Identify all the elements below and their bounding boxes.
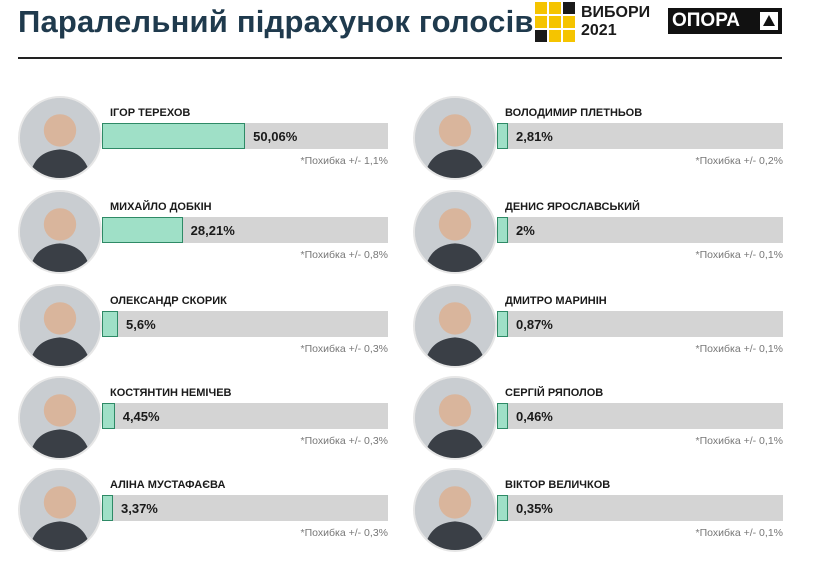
candidate-name: ОЛЕКСАНДР СКОРИК: [110, 295, 227, 307]
bar-track: [497, 217, 783, 243]
vybory-label: ВИБОРИ: [581, 4, 651, 21]
value-label: 0,35%: [516, 501, 553, 516]
candidate-photo: [18, 468, 102, 552]
candidate-name: КОСТЯНТИН НЕМІЧЕВ: [110, 387, 232, 399]
candidate-photo: [413, 96, 497, 180]
candidate-name: СЕРГІЙ РЯПОЛОВ: [505, 387, 604, 399]
candidate-photo: [413, 468, 497, 552]
vybory-2021-logo: ВИБОРИ 2021: [535, 2, 653, 42]
candidate-photo: [18, 96, 102, 180]
bar: [102, 495, 113, 521]
candidate-row: АЛІНА МУСТАФАЄВА 3,37% *Похибка +/- 0,3%: [18, 468, 388, 558]
candidate-photo: [18, 190, 102, 274]
candidate-row: ДЕНИС ЯРОСЛАВСЬКИЙ 2% *Похибка +/- 0,1%: [413, 190, 783, 280]
opora-logo: ОПОРА: [668, 8, 782, 34]
candidate-name: ВІКТОР ВЕЛИЧКОВ: [505, 479, 611, 491]
value-label: 3,37%: [121, 501, 158, 516]
value-label: 5,6%: [126, 317, 156, 332]
bar-track: [102, 311, 388, 337]
vybory-grid-icon: [535, 2, 575, 42]
candidate-row: ОЛЕКСАНДР СКОРИК 5,6% *Похибка +/- 0,3%: [18, 284, 388, 374]
margin-of-error: *Похибка +/- 0,3%: [300, 435, 388, 447]
margin-of-error: *Похибка +/- 0,1%: [695, 343, 783, 355]
margin-of-error: *Похибка +/- 0,1%: [695, 249, 783, 261]
margin-of-error: *Похибка +/- 0,3%: [300, 343, 388, 355]
candidate-row: СЕРГІЙ РЯПОЛОВ 0,46% *Похибка +/- 0,1%: [413, 376, 783, 466]
opora-triangle-icon: [760, 12, 778, 30]
bar: [497, 311, 508, 337]
margin-of-error: *Похибка +/- 0,2%: [695, 155, 783, 167]
bar-track: [497, 311, 783, 337]
value-label: 50,06%: [253, 129, 298, 144]
bar-track: [102, 403, 388, 429]
candidate-row: МИХАЙЛО ДОБКІН 28,21% *Похибка +/- 0,8%: [18, 190, 388, 280]
bar: [102, 123, 246, 149]
margin-of-error: *Похибка +/- 0,8%: [300, 249, 388, 261]
candidate-row: ВОЛОДИМИР ПЛЕТНЬОВ 2,81% *Похибка +/- 0,2%: [413, 96, 783, 186]
margin-of-error: *Похибка +/- 0,1%: [695, 435, 783, 447]
candidate-photo: [18, 376, 102, 460]
value-label: 2%: [516, 223, 535, 238]
value-label: 0,46%: [516, 409, 553, 424]
value-label: 4,45%: [122, 409, 160, 424]
bar: [497, 495, 508, 521]
bar: [497, 123, 508, 149]
value-label: 0,87%: [516, 317, 553, 332]
bar-track: [102, 123, 388, 149]
bar: [102, 311, 119, 337]
candidate-row: КОСТЯНТИН НЕМІЧЕВ 4,45% *Похибка +/- 0,3%: [18, 376, 388, 466]
bar-track: [497, 123, 783, 149]
bar-track: [497, 403, 783, 429]
candidate-photo: [18, 284, 102, 368]
candidate-name: АЛІНА МУСТАФАЄВА: [110, 479, 226, 491]
header-divider: [18, 57, 782, 59]
candidate-row: ВІКТОР ВЕЛИЧКОВ 0,35% *Похибка +/- 0,1%: [413, 468, 783, 558]
candidate-name: ДЕНИС ЯРОСЛАВСЬКИЙ: [505, 201, 640, 213]
candidate-name: ДМИТРО МАРИНІН: [505, 295, 607, 307]
margin-of-error: *Похибка +/- 1,1%: [300, 155, 388, 167]
candidate-row: ДМИТРО МАРИНІН 0,87% *Похибка +/- 0,1%: [413, 284, 783, 374]
candidate-name: ВОЛОДИМИР ПЛЕТНЬОВ: [505, 107, 643, 119]
candidate-photo: [413, 284, 497, 368]
bar-track: [102, 495, 388, 521]
bar: [497, 403, 508, 429]
candidate-photo: [413, 190, 497, 274]
value-label: 28,21%: [190, 223, 235, 238]
bar-track: [102, 217, 388, 243]
candidate-row: ІГОР ТЕРЕХОВ 50,06% *Похибка +/- 1,1%: [18, 96, 388, 186]
margin-of-error: *Похибка +/- 0,1%: [695, 527, 783, 539]
bar: [102, 217, 183, 243]
bar-track: [497, 495, 783, 521]
candidate-name: ІГОР ТЕРЕХОВ: [110, 107, 191, 119]
bar: [102, 403, 115, 429]
vybory-year: 2021: [581, 22, 617, 39]
candidate-name: МИХАЙЛО ДОБКІН: [110, 201, 212, 213]
margin-of-error: *Похибка +/- 0,3%: [300, 527, 388, 539]
value-label: 2,81%: [516, 129, 553, 144]
opora-label: ОПОРА: [672, 10, 740, 31]
page-title: Паралельний підрахунок голосів: [18, 4, 534, 39]
candidate-photo: [413, 376, 497, 460]
bar: [497, 217, 508, 243]
